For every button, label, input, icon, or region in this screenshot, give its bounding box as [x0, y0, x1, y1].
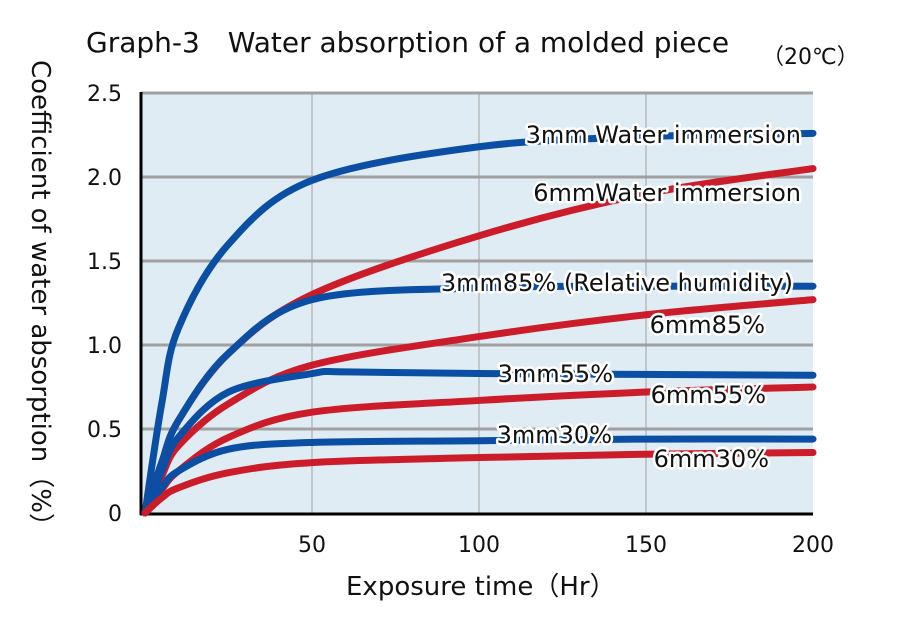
x-tick-label: 200 — [792, 533, 834, 558]
y-tick-label: 0 — [108, 502, 122, 527]
series-label: 6mm55% — [651, 381, 766, 409]
series-label: 6mmWater immersion — [533, 179, 801, 207]
x-tick-label: 50 — [298, 533, 326, 558]
series-line-3mm-water-immersion — [141, 129, 817, 517]
series-line-3mm30- — [141, 435, 817, 517]
y-tick-label: 1.0 — [87, 334, 122, 359]
chart-title: Graph-3 Water absorption of a molded pie… — [86, 26, 729, 59]
series-line-3mm85-relative-humidity- — [141, 282, 817, 517]
x-axis-label: Exposure time（Hr） — [346, 572, 616, 602]
series-label: 3mm Water immersion — [526, 121, 801, 149]
y-tick-label: 1.5 — [87, 250, 122, 275]
series-line-6mm30- — [141, 449, 817, 517]
series-label: 3mm55% — [498, 360, 613, 388]
series-line-3mm55- — [141, 367, 817, 517]
series-label: 6mm85% — [650, 311, 765, 339]
series-label: 3mm85% (Relative humidity) — [441, 269, 793, 297]
y-tick-label: 0.5 — [87, 418, 122, 443]
chart-subtitle: （20℃） — [762, 45, 859, 70]
x-tick-label: 150 — [625, 533, 667, 558]
y-axis-label: Coefficient of water absorption（%） — [25, 60, 55, 539]
y-tick-label: 2.0 — [87, 166, 122, 191]
series-label: 3mm30% — [497, 421, 612, 449]
y-tick-label: 2.5 — [87, 82, 122, 107]
x-tick-label: 100 — [458, 533, 500, 558]
series-label: 6mm30% — [654, 445, 769, 473]
